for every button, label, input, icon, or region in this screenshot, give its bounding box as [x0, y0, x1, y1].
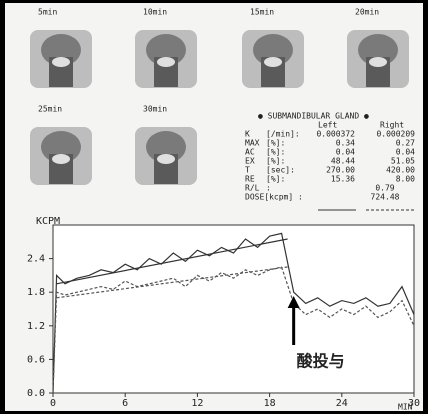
column-header: Left	[318, 121, 337, 130]
table-cell: 420.00	[386, 166, 415, 175]
table-cell: 15.36	[331, 175, 355, 184]
table-cell: [%]:	[266, 139, 285, 148]
scan-gland	[52, 57, 70, 67]
table-cell: 0.000209	[376, 130, 415, 139]
table-cell: AC	[245, 148, 255, 157]
x-tick-label: 30	[408, 398, 420, 409]
table-cell: [%]:	[266, 175, 285, 184]
table-cell: K	[245, 130, 250, 139]
table-cell: [sec]:	[266, 166, 295, 175]
table-cell: 0.04	[336, 148, 355, 157]
column-header: Right	[380, 121, 404, 130]
x-tick-label: 24	[336, 398, 348, 409]
y-tick-label: 0.0	[27, 388, 45, 399]
x-tick-label: 18	[264, 398, 276, 409]
image-label: 5min	[38, 8, 57, 17]
image-label: 20min	[355, 8, 379, 17]
table-cell: 270.00	[326, 166, 355, 175]
table-cell: 0.04	[396, 148, 415, 157]
table-cell: 51.05	[391, 157, 415, 166]
table-cell: RE	[245, 175, 255, 184]
scan-gland	[369, 57, 387, 67]
y-tick-label: 0.6	[27, 354, 45, 365]
image-label: 15min	[250, 8, 274, 17]
table-cell: [/min]:	[266, 130, 300, 139]
table-cell: R/L	[245, 184, 260, 193]
x-tick-label: 12	[191, 398, 203, 409]
table-cell: 0.34	[336, 139, 355, 148]
table-cell: :	[298, 193, 303, 202]
y-tick-label: 1.8	[27, 287, 45, 298]
image-label: 30min	[143, 105, 167, 114]
y-tick-label: 2.4	[27, 254, 45, 265]
table-cell: 0.000372	[316, 130, 355, 139]
table-cell: 0.27	[396, 139, 415, 148]
table-cell: [%]:	[266, 157, 285, 166]
table-cell: DOSE[kcpm]	[245, 193, 293, 202]
image-label: 25min	[38, 105, 62, 114]
scan-gland	[52, 154, 70, 164]
table-cell: :	[266, 184, 271, 193]
table-cell: MAX	[245, 139, 260, 148]
scan-gland	[264, 57, 282, 67]
table-title: ● SUBMANDIBULAR GLAND ●	[258, 112, 369, 121]
plot-area	[53, 225, 414, 393]
x-tick-label: 6	[122, 398, 128, 409]
table-cell: 48.44	[331, 157, 355, 166]
table-cell: 8.00	[396, 175, 415, 184]
image-label: 10min	[143, 8, 167, 17]
x-tick-label: 0	[50, 398, 56, 409]
annotation: 酸投与	[297, 352, 345, 371]
table-cell: [%]:	[266, 148, 285, 157]
table-cell: 0.79	[375, 184, 394, 193]
table-cell: T	[245, 166, 250, 175]
table-cell: 724.48	[371, 193, 400, 202]
scan-gland	[157, 154, 175, 164]
scan-gland	[157, 57, 175, 67]
screenshot: ● SUBMANDIBULAR GLAND ● Left Right KCPM …	[0, 0, 428, 414]
table-cell: EX	[245, 157, 255, 166]
y-tick-label: 1.2	[27, 321, 45, 332]
